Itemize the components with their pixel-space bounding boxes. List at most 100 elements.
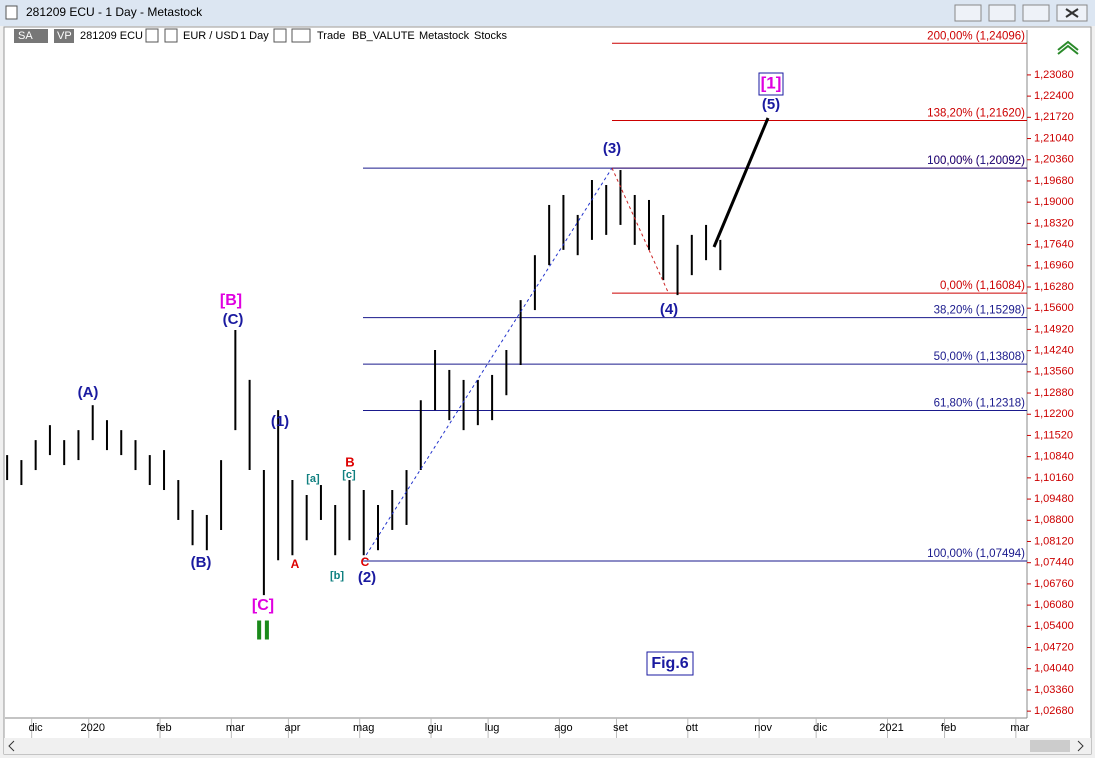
toolbar-label: Trade [317, 30, 345, 42]
y-tick-label: 1,10840 [1034, 451, 1074, 463]
y-tick-label: 1,08800 [1034, 514, 1074, 526]
title-bar [0, 0, 1095, 26]
y-tick-label: 1,11520 [1034, 429, 1073, 441]
wave-label: [a] [306, 473, 320, 485]
toolbar: SA VP 281209 ECU EUR / USD 1 Day Trade B… [14, 28, 508, 43]
x-tick-label: ott [686, 722, 698, 734]
y-tick-label: 1,14240 [1034, 345, 1074, 357]
scrollbar[interactable] [4, 738, 1091, 754]
wave-label: (3) [603, 140, 621, 157]
toolbar-label: Metastock [419, 30, 470, 42]
fib-label: 100,00% (1,20092) [927, 155, 1025, 167]
wave-connector [611, 167, 669, 293]
y-tick-label: 1,12880 [1034, 387, 1074, 399]
maximize-button[interactable] [1022, 4, 1050, 22]
figure-label: Fig.6 [651, 655, 688, 672]
wave-label: [c] [342, 469, 356, 481]
fib-label: 200,00% (1,24096) [927, 30, 1025, 42]
y-tick-label: 1,23080 [1034, 69, 1074, 81]
plot-area: 1,02680 1,03360 1,04040 1,04720 1,05400 1,060… [5, 30, 1074, 738]
fib-label: 100,00% (1,07494) [927, 548, 1025, 560]
y-tick-label: 1,13560 [1034, 366, 1074, 378]
toolbar-label: BB_VALUTE [352, 30, 415, 42]
wave-label: (B) [191, 554, 212, 571]
sa-button[interactable] [14, 29, 48, 43]
y-tick-label: 1,03360 [1034, 684, 1074, 696]
fib-label: 0,00% (1,16084) [940, 280, 1025, 292]
y-tick-label: 1,18320 [1034, 217, 1074, 229]
dropdown[interactable] [145, 28, 159, 43]
fib-label: 38,20% (1,15298) [934, 305, 1026, 317]
y-tick-label: 1,16960 [1034, 260, 1074, 272]
fib-label: 100,00% (1,20092) [927, 155, 1025, 167]
y-tick-label: 1,04720 [1034, 641, 1074, 653]
toolbar-label: VP [57, 30, 72, 42]
x-tick-label: mag [353, 722, 374, 734]
y-tick-label: 1,22400 [1034, 90, 1074, 102]
wave-label: A [291, 557, 300, 571]
y-tick-label: 1,19000 [1034, 196, 1074, 208]
wave-label: (1) [271, 413, 289, 430]
wave-label: B [345, 454, 354, 469]
y-tick-label: 1,07440 [1034, 557, 1074, 569]
wave-label: [B] [220, 292, 242, 309]
y-tick-label: 1,16280 [1034, 281, 1074, 293]
scroll-arrows[interactable] [8, 740, 1084, 752]
x-tick-label: dic [29, 722, 44, 734]
x-tick-label: mar [1010, 722, 1029, 734]
toolbar-label: 1 Day [240, 30, 269, 42]
x-tick-label: nov [754, 722, 772, 734]
y-tick-label: 1,06080 [1034, 599, 1074, 611]
x-tick-label: ago [554, 722, 572, 734]
y-tick-label: 1,02680 [1034, 705, 1074, 717]
y-tick-label: 1,21720 [1034, 111, 1074, 123]
toolbar-label: 281209 ECU [80, 30, 143, 42]
annotation-box [758, 72, 784, 96]
restore-button[interactable] [954, 4, 982, 22]
dropdown[interactable] [273, 28, 287, 43]
dropdown[interactable] [164, 28, 178, 43]
chart-pane [3, 26, 1092, 755]
wave-label: (C) [223, 311, 244, 328]
y-tick-label: 1,19680 [1034, 175, 1074, 187]
x-tick-label: 2021 [879, 722, 903, 734]
x-tick-label: mar [226, 722, 245, 734]
y-tick-label: 1,09480 [1034, 493, 1074, 505]
wave-label: [b] [330, 570, 344, 582]
wave-label: (2) [358, 569, 376, 586]
toolbar-label: EUR / USD [183, 30, 239, 42]
y-tick-label: 1,17640 [1034, 238, 1074, 250]
projection-line [712, 117, 770, 248]
y-tick-label: 1,14920 [1034, 323, 1074, 335]
figure-label-box [646, 651, 694, 676]
y-tick-label: 1,15600 [1034, 302, 1074, 314]
window-icon [5, 5, 18, 20]
scroll-thumb[interactable] [1030, 740, 1070, 752]
wave-label: C [361, 555, 370, 569]
y-tick-label: 1,05400 [1034, 620, 1074, 632]
y-tick-label: 1,21040 [1034, 132, 1074, 144]
x-tick-label: feb [941, 722, 956, 734]
wave-label: (A) [78, 384, 99, 401]
x-tick-label: giu [428, 722, 443, 734]
y-tick-label: 1,20360 [1034, 154, 1074, 166]
toolbar-label: Stocks [474, 30, 508, 42]
fib-label: 138,20% (1,21620) [927, 107, 1025, 119]
x-tick-label: lug [485, 722, 500, 734]
y-tick-label: 1,12200 [1034, 408, 1074, 420]
r-dropdown[interactable] [291, 28, 311, 43]
x-tick-label: feb [156, 722, 171, 734]
y-tick-label: 1,08120 [1034, 535, 1074, 547]
y-tick-label: 1,04040 [1034, 663, 1074, 675]
x-tick-label: dic [813, 722, 828, 734]
minimize-button[interactable] [988, 4, 1016, 22]
x-tick-label: 2020 [80, 722, 104, 734]
tool-icon[interactable] [1057, 40, 1079, 55]
vp-button[interactable] [54, 29, 74, 43]
x-tick-label: apr [284, 722, 300, 734]
fib-label: 61,80% (1,12318) [934, 398, 1026, 410]
y-tick-label: 1,06760 [1034, 578, 1074, 590]
wave-label: II [255, 614, 271, 645]
